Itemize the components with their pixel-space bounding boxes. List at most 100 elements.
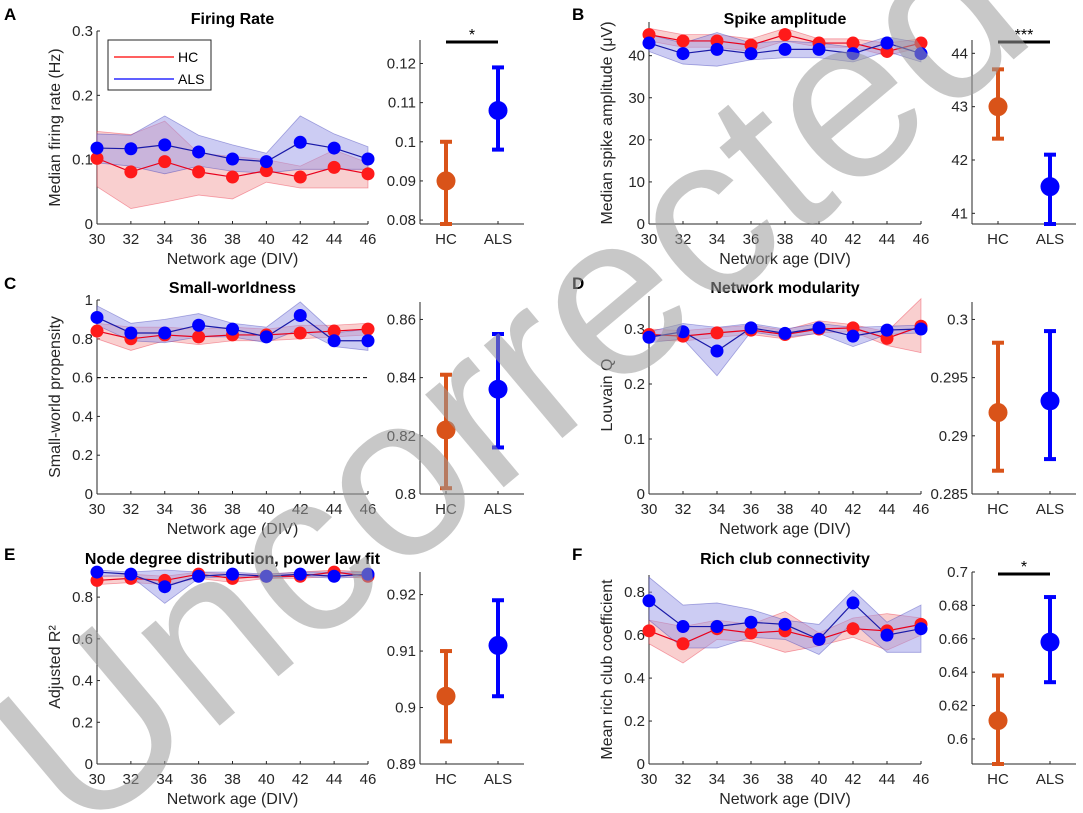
data-point-hc [778,28,792,42]
mean-marker-hc [988,711,1008,731]
data-point-hc [361,322,375,336]
y-tick-label: 0.11 [388,95,416,112]
data-point-als [812,321,826,335]
x-tick-label: 30 [89,771,106,788]
data-point-hc [327,324,341,338]
x-tick-label: HC [435,231,457,248]
data-point-als [293,309,307,323]
data-point-als [327,569,341,583]
data-point-als [158,580,172,594]
y-tick-label: 0.64 [939,664,968,681]
y-tick-label: 0.8 [72,331,93,348]
x-axis-label: Network age (DIV) [719,251,851,268]
x-tick-label: 32 [123,231,140,248]
panel-title: Spike amplitude [724,11,847,28]
data-point-als [846,596,860,610]
data-point-hc [914,36,928,50]
panel-label-d: D [572,274,584,293]
y-tick-label: 0.8 [72,589,93,606]
x-tick-label: 34 [156,501,173,518]
data-point-hc [846,36,860,50]
data-point-als [293,135,307,149]
data-point-hc [710,326,724,340]
x-tick-label: 38 [777,771,794,788]
x-tick-label: 46 [360,501,377,518]
y-tick-label: 0.3 [947,311,968,328]
x-axis-label: Network age (DIV) [167,521,299,538]
x-tick-label: ALS [484,501,512,518]
x-tick-label: 30 [89,501,106,518]
data-point-als [259,155,273,169]
panel-f-summary-plot: 0.6 0.62 0.64 0.66 0.68 0.7 HC ALS * [939,559,1076,788]
x-tick-label: 44 [326,231,343,248]
x-tick-label: 36 [743,231,760,248]
data-point-als [914,622,928,636]
x-tick-label: 34 [156,231,173,248]
mean-marker-als [1040,177,1060,197]
x-tick-label: 32 [123,501,140,518]
mean-marker-als [1040,391,1060,411]
y-tick-label: 0 [85,216,93,233]
data-point-als [90,141,104,155]
data-point-als [778,42,792,56]
x-tick-label: 40 [258,771,275,788]
panel-label-a: A [4,5,16,24]
data-point-als [226,152,239,166]
x-tick-label: 42 [845,771,862,788]
x-tick-label: HC [435,501,457,518]
y-tick-label: 42 [951,152,968,169]
x-tick-label: 30 [641,231,658,248]
x-tick-label: HC [435,771,457,788]
data-point-hc [158,155,172,169]
x-tick-label: 34 [156,771,173,788]
data-point-als [744,321,758,335]
x-tick-label: 44 [326,501,343,518]
data-point-hc [361,167,375,181]
x-tick-label: 46 [360,771,377,788]
y-tick-label: 0.09 [387,173,416,190]
y-tick-label: 0.2 [72,714,93,731]
x-tick-label: 40 [811,501,828,518]
panel-b-summary-plot: 41 42 43 44 HC ALS *** [951,27,1076,248]
data-point-als [676,325,690,339]
mean-marker-hc [436,171,456,191]
x-axis-label: Network age (DIV) [719,791,851,808]
legend-box [107,39,212,91]
y-tick-label: 0.66 [939,631,968,648]
panel-d-line-plot: 30 32 34 36 38 40 42 44 46 0 0.1 0.2 0.3 Network modu… [599,280,929,538]
y-tick-label: 44 [951,45,968,62]
data-point-als [914,47,928,61]
data-point-hc [642,624,656,638]
y-tick-label: 0.2 [624,713,645,730]
y-tick-label: 0 [85,756,93,773]
y-tick-label: 0.84 [387,370,416,387]
x-axis-label: Network age (DIV) [167,791,299,808]
y-tick-label: 0.12 [387,55,416,72]
x-tick-label: 38 [777,501,794,518]
data-point-als [124,567,138,581]
y-tick-label: 0.1 [624,431,645,448]
x-tick-label: 46 [913,501,930,518]
mean-marker-hc [436,686,456,706]
legend: HC ALS [107,39,212,91]
x-tick-label: 46 [913,771,930,788]
y-tick-label: 10 [628,174,645,191]
mean-marker-hc [988,403,1008,423]
x-tick-label: 40 [258,231,275,248]
y-tick-label: 0.8 [624,584,645,601]
x-tick-label: 36 [190,771,207,788]
y-tick-label: 0.6 [72,370,93,387]
y-tick-label: 0.91 [387,643,416,660]
data-point-als [192,145,206,159]
x-tick-label: 30 [89,231,106,248]
x-tick-label: ALS [484,771,512,788]
data-point-hc [293,170,307,184]
data-point-als [361,334,375,348]
data-point-als [642,36,656,50]
significance-marker: * [469,27,475,44]
x-tick-label: HC [987,501,1009,518]
x-tick-label: ALS [1036,501,1064,518]
y-tick-label: 0.68 [939,597,968,614]
x-tick-label: HC [987,231,1009,248]
